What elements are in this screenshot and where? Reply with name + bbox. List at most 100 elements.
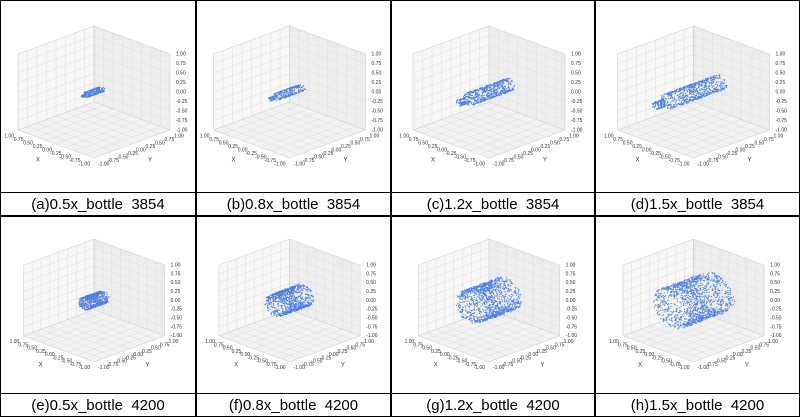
x-tick-label: -0.75 xyxy=(669,158,681,164)
point xyxy=(84,304,86,306)
point xyxy=(292,300,294,302)
point xyxy=(274,297,276,299)
point xyxy=(716,76,718,78)
point xyxy=(460,103,462,105)
point xyxy=(483,98,485,100)
point xyxy=(94,88,96,91)
point xyxy=(274,296,276,298)
point xyxy=(275,94,277,96)
point xyxy=(696,88,698,90)
point xyxy=(97,304,99,306)
z-tick-label: -0.25 xyxy=(776,99,788,105)
point xyxy=(267,296,269,298)
point xyxy=(461,316,464,318)
point xyxy=(493,88,495,90)
point xyxy=(709,83,711,85)
point xyxy=(302,284,304,286)
point xyxy=(269,300,271,302)
point xyxy=(282,292,284,294)
point xyxy=(95,292,97,294)
point xyxy=(500,84,502,86)
point xyxy=(271,303,273,305)
point xyxy=(275,96,277,98)
point xyxy=(298,92,300,94)
point xyxy=(86,309,88,311)
point xyxy=(301,285,303,287)
y-tick-label: 0.75 xyxy=(160,342,170,348)
point xyxy=(496,287,498,289)
z-tick-label: 1.00 xyxy=(366,262,376,268)
point xyxy=(663,100,665,102)
point xyxy=(718,89,720,91)
point xyxy=(285,308,287,310)
point xyxy=(480,300,482,302)
point xyxy=(99,292,101,294)
z-tick-label: 0.00 xyxy=(372,89,382,95)
point xyxy=(86,95,88,97)
point xyxy=(276,314,278,316)
point xyxy=(493,96,495,98)
point xyxy=(281,295,283,297)
point xyxy=(698,83,700,85)
point xyxy=(467,311,469,313)
point xyxy=(477,96,479,98)
point xyxy=(712,79,714,81)
point xyxy=(506,284,508,286)
point xyxy=(280,296,282,298)
point xyxy=(279,312,281,314)
point xyxy=(287,303,289,305)
point xyxy=(489,90,491,92)
point xyxy=(471,95,473,97)
point xyxy=(279,292,281,294)
point xyxy=(300,303,302,305)
point xyxy=(295,299,297,302)
point xyxy=(687,88,690,90)
point xyxy=(661,101,663,104)
point xyxy=(106,300,108,302)
point xyxy=(98,89,100,91)
point xyxy=(88,92,90,94)
point xyxy=(277,309,279,311)
point xyxy=(295,93,297,95)
y-axis-label: Y xyxy=(148,158,152,164)
point xyxy=(658,101,660,103)
point xyxy=(670,96,672,98)
point xyxy=(284,94,286,96)
y-tick-label: -0.25 xyxy=(125,355,137,361)
x-tick-label: 0.00 xyxy=(440,352,450,358)
point xyxy=(494,84,496,86)
point xyxy=(304,296,307,298)
point xyxy=(271,99,274,101)
y-tick-label: 0.75 xyxy=(560,137,570,143)
point xyxy=(84,300,87,302)
point xyxy=(482,95,484,97)
point xyxy=(703,85,706,87)
point xyxy=(296,288,298,290)
point xyxy=(81,303,83,305)
y-tick-label: -0.25 xyxy=(320,355,332,361)
point xyxy=(681,88,683,90)
point xyxy=(79,306,81,308)
point xyxy=(486,90,488,92)
point xyxy=(686,101,688,103)
point xyxy=(698,92,700,94)
point xyxy=(94,299,96,301)
z-tick-label: -0.50 xyxy=(566,315,578,321)
point xyxy=(486,85,488,87)
point xyxy=(499,312,501,314)
point xyxy=(704,86,706,88)
point xyxy=(458,105,460,107)
point xyxy=(495,84,497,87)
point xyxy=(476,92,478,94)
point xyxy=(668,94,670,96)
point xyxy=(302,302,304,304)
point xyxy=(86,93,88,95)
point xyxy=(670,107,672,109)
point xyxy=(85,297,87,299)
grid-line xyxy=(488,309,560,337)
x-tick-label: -0.50 xyxy=(659,154,671,160)
point xyxy=(290,305,292,307)
x-tick-label: 0.75 xyxy=(413,342,423,348)
point xyxy=(280,291,282,293)
point xyxy=(296,309,299,311)
